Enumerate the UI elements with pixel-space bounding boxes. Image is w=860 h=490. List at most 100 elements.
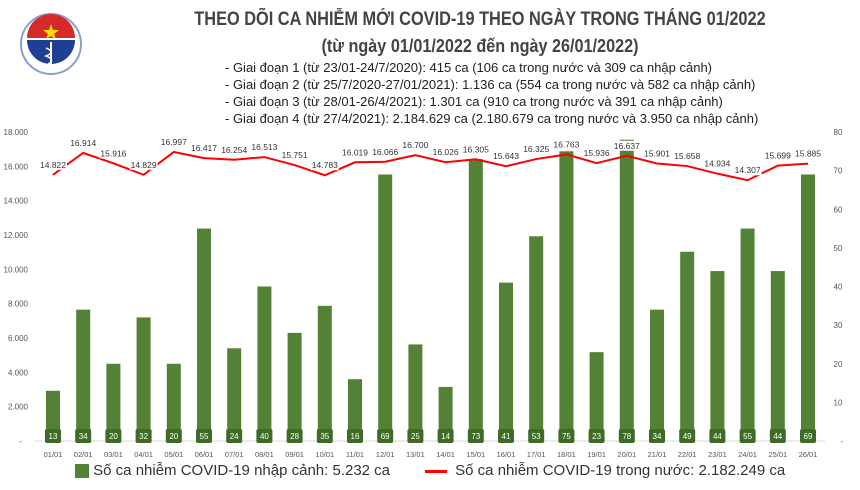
left-axis-tick: 16.000 (4, 162, 29, 171)
bar-label-box (558, 429, 575, 443)
right-axis-tick: 30 (834, 321, 843, 330)
right-axis-tick: 50 (834, 244, 843, 253)
line-data-label: 16.763 (553, 139, 579, 149)
bar-label-box (316, 429, 333, 443)
bar-label-box (769, 429, 786, 443)
x-axis-tick: 08/01 (255, 450, 274, 459)
line-data-label: 15.751 (282, 150, 308, 160)
bar-data-label: 55 (200, 432, 209, 441)
bar-label-box (75, 429, 92, 443)
right-axis-tick: 80 (834, 128, 843, 137)
bar-data-label: 41 (502, 432, 511, 441)
line-label-bg (69, 137, 98, 148)
bar-label-box (679, 429, 696, 443)
line-label-bg (190, 143, 218, 154)
bar-data-label: 34 (653, 432, 662, 441)
phase-2-text: - Giai đoạn 2 (từ 25/7/2020-27/01/2021):… (225, 77, 756, 92)
bar-imported (559, 151, 574, 441)
line-data-label: 16.997 (161, 137, 187, 147)
line-label-bg (371, 146, 400, 157)
bar-imported (770, 271, 785, 441)
bar-imported (499, 282, 513, 441)
right-axis-tick: 20 (834, 360, 843, 369)
bar-label-box (256, 429, 273, 443)
bar-imported (287, 332, 302, 441)
line-label-bg (250, 142, 279, 153)
line-label-bg (492, 151, 520, 162)
line-label-bg (522, 144, 551, 155)
bar-imported (257, 286, 272, 441)
line-label-bg (129, 159, 158, 170)
chart-subtitle: (từ ngày 01/01/2022 đến ngày 26/01/2022) (321, 36, 639, 56)
left-axis-tick: 2.000 (8, 403, 29, 412)
x-axis-tick: 17/01 (527, 450, 546, 459)
line-label-bg (159, 137, 188, 147)
line-label-bg (643, 148, 671, 159)
bar-label-box (588, 429, 605, 443)
bar-data-label: 55 (743, 432, 752, 441)
line-data-label: 15.885 (795, 149, 821, 159)
bar-imported (529, 236, 544, 441)
line-label-bg (673, 151, 702, 162)
bar-data-label: 78 (622, 432, 631, 441)
line-data-label: 16.700 (402, 140, 428, 150)
x-axis-tick: 09/01 (285, 450, 304, 459)
line-data-label: 16.254 (221, 145, 247, 155)
phase-3-text: - Giai đoạn 3 (từ 28/01-26/4/2021): 1.30… (225, 94, 723, 109)
bar-label-box (800, 429, 816, 443)
x-axis-tick: 07/01 (225, 450, 244, 459)
right-axis-tick: 70 (834, 167, 843, 176)
x-axis-tick: 10/01 (315, 450, 334, 459)
line-data-label: 14.783 (312, 160, 338, 170)
bar-imported (166, 363, 181, 441)
right-axis-tick: 60 (834, 205, 843, 214)
bar-imported (740, 228, 755, 441)
line-label-bg (310, 160, 339, 171)
line-data-label: 14.934 (704, 159, 730, 169)
legend-imported: Số ca nhiễm COVID-19 nhập cảnh: 5.232 ca (75, 462, 390, 479)
bar-data-label: 28 (290, 432, 299, 441)
bar-data-label: 32 (139, 432, 148, 441)
bar-imported (46, 390, 60, 441)
bar-imported (106, 363, 121, 441)
x-axis-tick: 05/01 (164, 450, 183, 459)
bar-label-box (528, 429, 545, 443)
bar-imported (468, 159, 483, 441)
bar-label-box (467, 429, 484, 443)
left-axis-tick: 18.000 (4, 128, 29, 137)
x-axis-tick: 22/01 (678, 450, 697, 459)
line-data-label: 14.822 (40, 160, 66, 170)
bar-label-box (407, 429, 424, 443)
bar-data-label: 53 (532, 432, 541, 441)
x-axis-tick: 04/01 (134, 450, 153, 459)
line-label-bg (552, 139, 581, 150)
bar-imported (317, 305, 332, 441)
bar-label-box (649, 429, 665, 443)
bar-imported (619, 139, 634, 441)
bar-imported (408, 344, 423, 441)
x-axis-tick: 23/01 (708, 450, 727, 459)
x-axis-tick: 25/01 (768, 450, 787, 459)
line-data-label: 15.901 (644, 149, 670, 159)
line-label-bg (461, 144, 490, 155)
x-axis-tick: 01/01 (44, 450, 63, 459)
left-axis-tick: 10.000 (4, 265, 29, 274)
x-axis-tick: 18/01 (557, 450, 576, 459)
line-data-label: 15.658 (674, 151, 700, 161)
bar-data-label: 69 (804, 432, 813, 441)
bar-data-label: 25 (411, 432, 420, 441)
line-data-label: 16.066 (372, 147, 398, 157)
left-axis-tick: 6.000 (8, 334, 29, 343)
bar-imported (136, 317, 151, 441)
ministry-of-health-logo (20, 13, 82, 75)
bar-data-label: 13 (49, 432, 58, 441)
x-axis-tick: 16/01 (497, 450, 516, 459)
line-data-label: 16.914 (70, 138, 96, 148)
left-axis-tick: - (19, 437, 22, 446)
bar-imported (227, 348, 242, 441)
bar-imported (76, 309, 91, 441)
x-axis-tick: 11/01 (346, 450, 364, 459)
phase-1-text: - Giai đoạn 1 (từ 23/01-24/7/2020): 415 … (225, 60, 713, 75)
bar-data-label: 34 (79, 432, 88, 441)
